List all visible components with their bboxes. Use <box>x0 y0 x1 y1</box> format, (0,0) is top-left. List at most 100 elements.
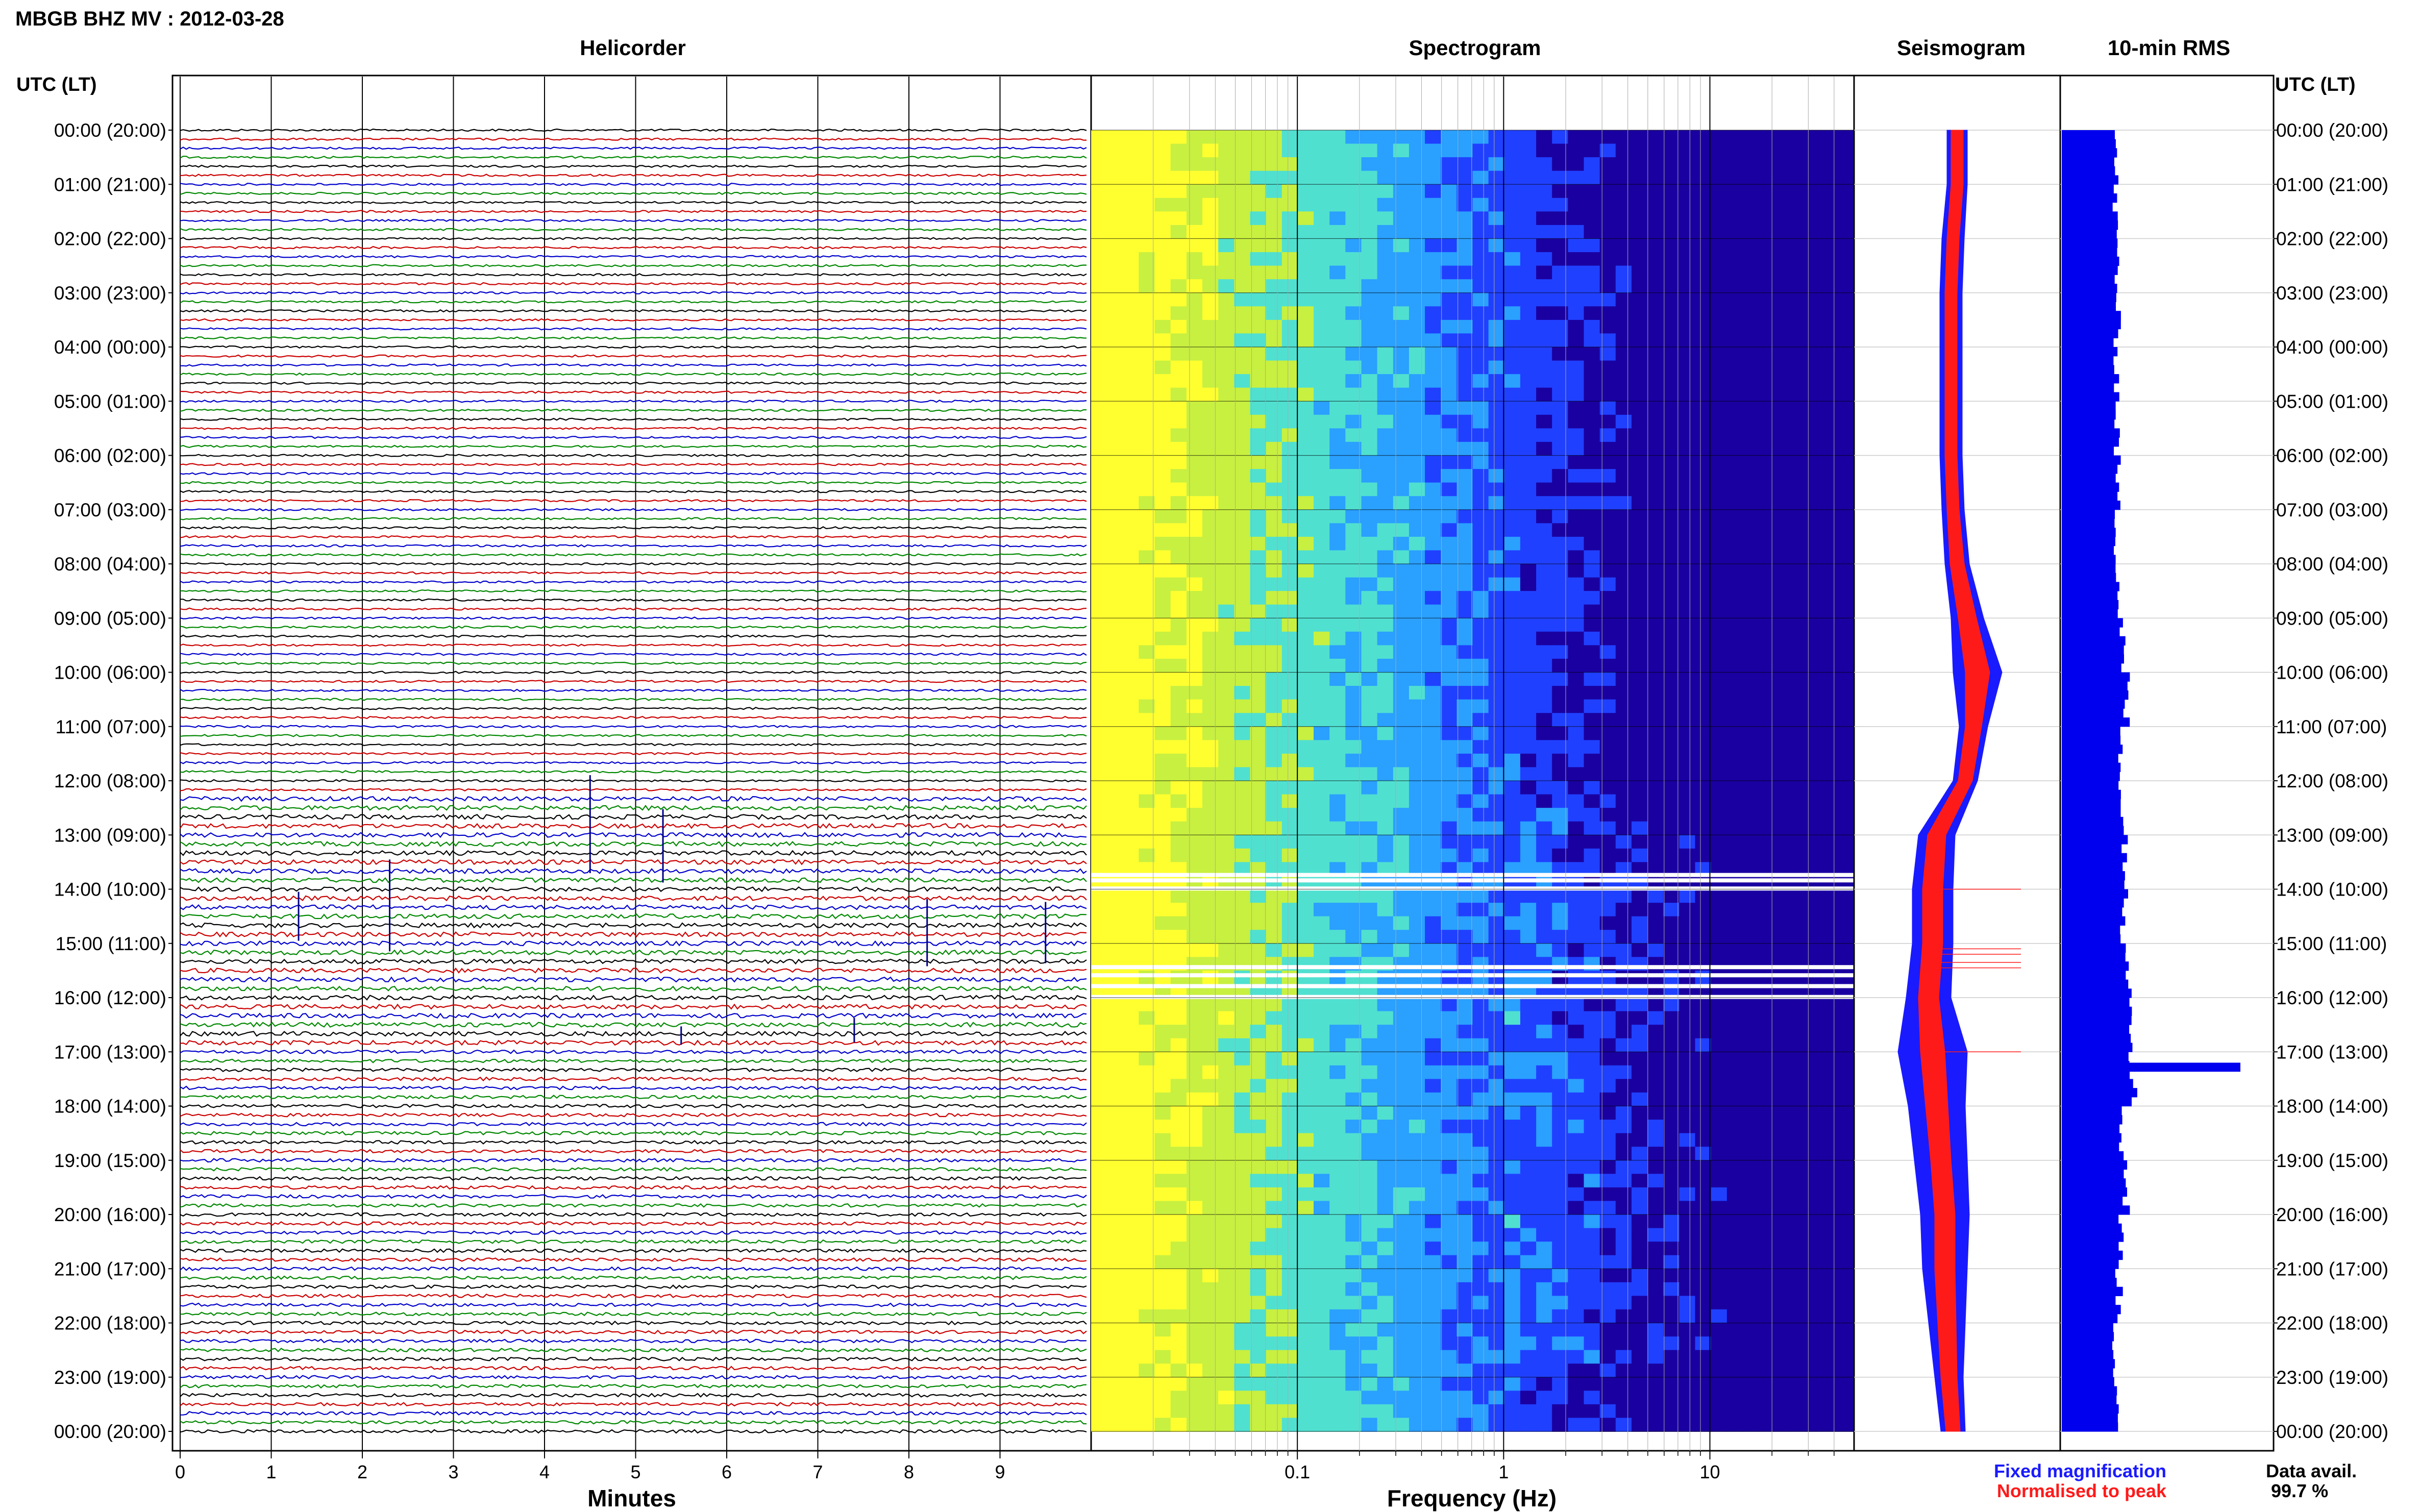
spectrogram-cell <box>1584 374 1600 388</box>
spectrogram-cell <box>1806 1336 1823 1351</box>
spectrogram-cell <box>1218 1242 1235 1256</box>
spectrogram-cell <box>1425 970 1441 985</box>
spectrogram-cell <box>1409 767 1425 781</box>
spectrogram-cell <box>1314 455 1330 469</box>
spectrogram-cell <box>1663 753 1680 768</box>
spectrogram-cell <box>1568 1336 1585 1351</box>
spectrogram-cell <box>1202 781 1219 795</box>
spectrogram-cell <box>1520 1187 1537 1202</box>
spectrogram-cell <box>1695 564 1712 578</box>
spectrogram-cell <box>1711 1201 1727 1215</box>
spectrogram-cell <box>1615 903 1632 917</box>
spectrogram-cell <box>1632 279 1648 293</box>
spectrogram-cell <box>1091 740 1107 754</box>
spectrogram-cell <box>1297 1323 1314 1337</box>
spectrogram-cell <box>1377 211 1394 226</box>
spectrogram-cell <box>1139 1228 1155 1242</box>
spectrogram-cell <box>1266 821 1282 836</box>
spectrogram-cell <box>1568 279 1585 293</box>
spectrogram-cell <box>1584 1147 1600 1161</box>
spectrogram-cell <box>1091 1120 1107 1134</box>
spectrogram-cell <box>1822 699 1839 713</box>
spectrogram-cell <box>1695 672 1712 686</box>
spectrogram-cell <box>1107 767 1123 781</box>
spectrogram-cell <box>1536 157 1552 171</box>
spectrogram-cell <box>1123 1323 1140 1337</box>
spectrogram-cell <box>1361 564 1378 578</box>
spectrogram-cell <box>1806 360 1823 375</box>
spectrogram-cell <box>1679 143 1696 158</box>
spectrogram-cell <box>1361 1296 1378 1310</box>
spectrogram-cell <box>1615 509 1632 524</box>
spectrogram-cell <box>1123 1038 1140 1053</box>
spectrogram-cell <box>1091 767 1107 781</box>
spectrogram-cell <box>1488 1350 1505 1364</box>
spectrogram-cell <box>1425 482 1441 497</box>
spectrogram-cell <box>1281 1364 1298 1378</box>
spectrogram-cell <box>1314 631 1330 646</box>
spectrogram-cell <box>1726 509 1743 524</box>
spectrogram-cell <box>1329 916 1346 930</box>
spectrogram-cell <box>1107 658 1123 673</box>
spectrogram-cell <box>1250 1418 1267 1432</box>
spectrogram-cell <box>1472 482 1489 497</box>
spectrogram-cell <box>1790 943 1807 958</box>
spectrogram-cell <box>1361 1187 1378 1202</box>
spectrogram-cell <box>1759 645 1775 659</box>
spectrogram-cell <box>1457 1418 1473 1432</box>
spectrogram-cell <box>1314 1282 1330 1297</box>
spectrogram-cell <box>1234 496 1251 510</box>
spectrogram-cell <box>1441 564 1458 578</box>
spectrogram-cell <box>1568 1242 1585 1256</box>
helicorder-trace <box>180 499 1087 503</box>
spectrogram-cell <box>1504 564 1521 578</box>
spectrogram-cell <box>1425 1377 1441 1392</box>
spectrogram-cell <box>1329 401 1346 415</box>
spectrogram-cell <box>1091 591 1107 605</box>
spectrogram-cell <box>1568 564 1585 578</box>
spectrogram-cell <box>1790 279 1807 293</box>
spectrogram-cell <box>1281 970 1298 985</box>
spectrogram-cell <box>1647 699 1664 713</box>
spectrogram-cell <box>1695 523 1712 537</box>
spectrogram-cell <box>1822 225 1839 239</box>
spectrogram-cell <box>1806 1079 1823 1093</box>
spectrogram-cell <box>1170 1038 1187 1053</box>
spectrogram-cell <box>1123 238 1140 253</box>
spectrogram-cell <box>1107 292 1123 307</box>
spectrogram-cell <box>1806 577 1823 591</box>
spectrogram-cell <box>1314 672 1330 686</box>
spectrogram-cell <box>1838 631 1855 646</box>
spectrogram-cell <box>1154 211 1171 226</box>
spectrogram-cell <box>1234 197 1251 212</box>
spectrogram-cell <box>1472 550 1489 564</box>
spectrogram-cell <box>1599 1255 1616 1270</box>
spectrogram-cell <box>1679 930 1696 944</box>
spectrogram-cell <box>1632 1011 1648 1025</box>
spectrogram-cell <box>1266 374 1282 388</box>
spectrogram-cell <box>1759 699 1775 713</box>
spectrogram-cell <box>1822 1052 1839 1066</box>
left-time-tick-label: 07:00 (03:00) <box>54 500 166 520</box>
spectrogram-cell <box>1568 347 1585 361</box>
spectrogram-cell <box>1425 523 1441 537</box>
spectrogram-cell <box>1345 631 1362 646</box>
spectrogram-cell <box>1838 523 1855 537</box>
spectrogram-cell <box>1314 740 1330 754</box>
spectrogram-cell <box>1584 1120 1600 1134</box>
spectrogram-cell <box>1186 753 1203 768</box>
spectrogram-cell <box>1361 1174 1378 1188</box>
spectrogram-cell <box>1488 509 1505 524</box>
spectrogram-cell <box>1457 604 1473 619</box>
spectrogram-cell <box>1822 658 1839 673</box>
spectrogram-cell <box>1425 930 1441 944</box>
spectrogram-cell <box>1647 821 1664 836</box>
spectrogram-cell <box>1314 645 1330 659</box>
spectrogram-cell <box>1457 808 1473 822</box>
spectrogram-cell <box>1790 1214 1807 1229</box>
spectrogram-cell <box>1234 658 1251 673</box>
spectrogram-cell <box>1139 482 1155 497</box>
spectrogram-cell <box>1202 496 1219 510</box>
spectrogram-cell <box>1425 1364 1441 1378</box>
spectrogram-cell <box>1202 333 1219 348</box>
